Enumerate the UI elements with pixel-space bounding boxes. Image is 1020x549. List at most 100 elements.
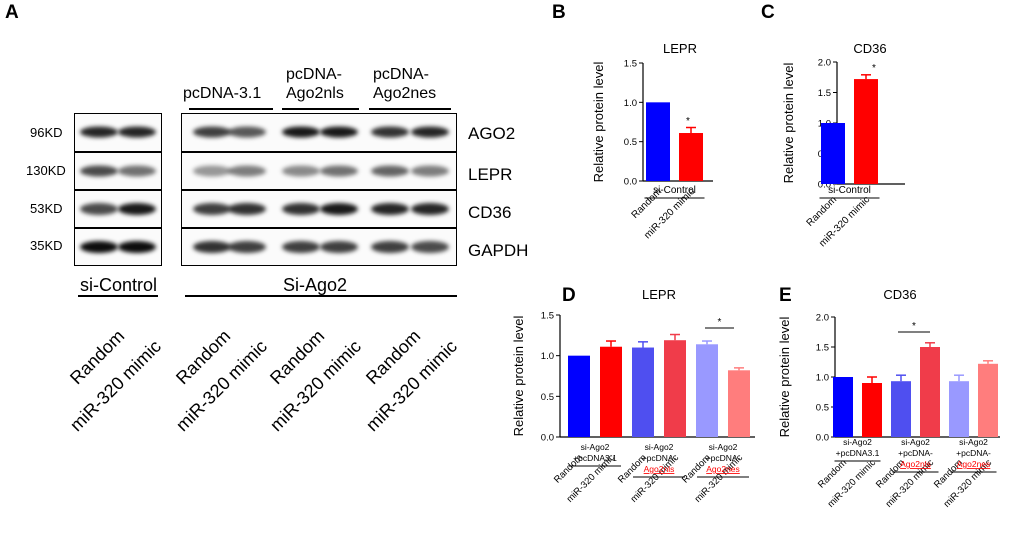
protein-band: [118, 203, 156, 215]
y-tick-label: 0.5: [624, 137, 637, 148]
bar: [978, 363, 998, 437]
group-label: si-Ago2: [581, 442, 610, 452]
group-label: +pcDNA3.1: [573, 453, 617, 463]
group-label: Ago2nes: [957, 459, 991, 469]
bar: [600, 346, 622, 437]
protein-band: [80, 203, 118, 215]
y-axis-label: Relative protein level: [591, 62, 606, 183]
protein-band: [282, 203, 320, 215]
group-label: +pcDNA-: [898, 448, 933, 458]
protein-band: [80, 241, 118, 253]
bar: [833, 377, 853, 437]
protein-band: [411, 241, 449, 253]
significance-star: *: [718, 317, 722, 328]
group-label: +pcDNA-: [642, 453, 677, 463]
significance-star: *: [686, 116, 690, 127]
panel-letter-a: A: [5, 2, 19, 23]
y-tick-label: 0.0: [541, 433, 554, 444]
protein-band: [282, 165, 320, 177]
condition-underline: [78, 295, 158, 297]
protein-band: [228, 203, 266, 215]
condition-underline: [185, 295, 457, 297]
bar-chart-e-cd36: CD36 Relative protein level 0.0 0.5 1.0 1.5 2.…: [777, 287, 1000, 510]
significance-star: *: [912, 321, 916, 332]
chart-title: CD36: [883, 287, 916, 302]
protein-band: [282, 241, 320, 253]
group-label: Ago2nls: [900, 459, 931, 469]
y-tick-label: 1.5: [624, 59, 637, 70]
group-label: si-Ago2: [901, 437, 930, 447]
bar: [949, 381, 969, 437]
protein-band: [282, 126, 320, 138]
blot-bands: [80, 126, 449, 253]
protein-band: [411, 203, 449, 215]
y-tick-label: 0.5: [816, 403, 829, 414]
group-label-ago2nes: pcDNA- Ago2nes: [373, 66, 437, 102]
mw-marker-130kd: 130KD: [26, 163, 66, 178]
group-label: si-Ago2: [709, 442, 738, 452]
panel-letter-c: C: [761, 2, 775, 23]
y-tick-label: 0.5: [541, 392, 554, 403]
protein-band: [411, 165, 449, 177]
bar: [854, 79, 878, 184]
chart-title: CD36: [853, 41, 886, 56]
protein-band: [80, 126, 118, 138]
y-tick-label: 1.5: [541, 311, 554, 322]
group-label-pcdna31: pcDNA-3.1: [183, 85, 262, 102]
protein-band: [193, 165, 231, 177]
group-label: +pcDNA3.1: [836, 448, 880, 458]
group-label: +pcDNA-: [956, 448, 991, 458]
bar: [821, 123, 845, 184]
protein-band: [320, 203, 358, 215]
group-label: Ago2nes: [706, 464, 740, 474]
protein-band: [228, 241, 266, 253]
group-label: si-Control: [828, 185, 871, 196]
y-tick-label: 0.0: [816, 433, 829, 444]
protein-band: [80, 165, 118, 177]
bar: [862, 383, 882, 437]
protein-label-ago2: AGO2: [468, 124, 516, 143]
protein-band: [228, 126, 266, 138]
bar: [679, 133, 703, 181]
protein-band: [193, 126, 231, 138]
condition-label-sicontrol: si-Control: [80, 275, 158, 295]
y-tick-label: 2.0: [816, 313, 829, 324]
bar: [728, 370, 750, 437]
protein-band: [193, 203, 231, 215]
protein-band: [228, 165, 266, 177]
bar: [664, 340, 686, 437]
panel-letter-e: E: [779, 285, 792, 306]
group-underline: [369, 108, 451, 110]
chart-title: LEPR: [663, 41, 697, 56]
protein-band: [371, 165, 409, 177]
protein-band: [371, 126, 409, 138]
group-label: si-Ago2: [645, 442, 674, 452]
chart-title: LEPR: [642, 287, 676, 302]
condition-label-siago2: Si-Ago2: [283, 275, 348, 295]
y-tick-label: 1.5: [816, 343, 829, 354]
protein-band: [193, 241, 231, 253]
group-label: si-Control: [653, 185, 696, 196]
group-underline: [189, 108, 273, 110]
protein-label-lepr: LEPR: [468, 165, 513, 184]
mw-marker-53kd: 53KD: [30, 201, 63, 216]
bar: [891, 381, 911, 437]
protein-band: [118, 126, 156, 138]
mw-marker-35kd: 35KD: [30, 238, 63, 253]
bar: [646, 102, 670, 181]
y-tick-label: 1.0: [624, 98, 637, 109]
y-tick-label: 0.0: [624, 177, 637, 188]
mw-marker-96kd: 96KD: [30, 125, 63, 140]
protein-label-cd36: CD36: [468, 203, 512, 222]
bar: [632, 347, 654, 437]
y-tick-label: 0.0: [818, 180, 831, 191]
group-label: Ago2nls: [644, 464, 675, 474]
protein-band: [118, 241, 156, 253]
significance-star: *: [872, 63, 876, 74]
group-label: +pcDNA-: [706, 453, 741, 463]
panel-letter-b: B: [552, 2, 566, 23]
group-underline: [282, 108, 359, 110]
